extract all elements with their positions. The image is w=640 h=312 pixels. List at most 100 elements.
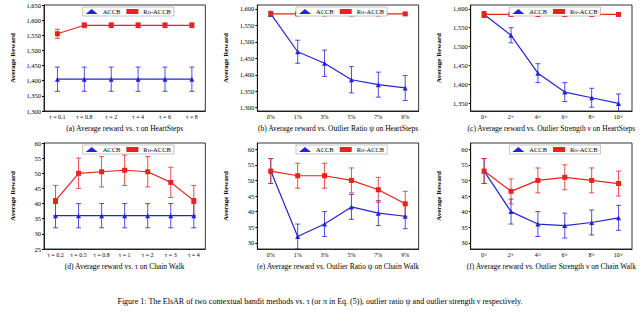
svg-text:Ro-ACCB: Ro-ACCB (570, 8, 598, 15)
svg-text:4×: 4× (535, 252, 541, 258)
svg-text:60: 60 (248, 146, 255, 153)
svg-text:6×: 6× (562, 252, 568, 258)
svg-text:2×: 2× (508, 252, 514, 258)
svg-text:τ = 0.8: τ = 0.8 (93, 252, 109, 258)
svg-text:1,450: 1,450 (26, 62, 41, 69)
svg-text:10×: 10× (614, 114, 623, 120)
svg-text:1,650: 1,650 (26, 2, 41, 9)
svg-text:1%: 1% (294, 114, 302, 120)
svg-text:1,400: 1,400 (26, 77, 41, 84)
svg-text:Average Reward: Average Reward (222, 33, 230, 83)
svg-text:1,350: 1,350 (453, 100, 468, 107)
svg-text:35: 35 (461, 224, 468, 231)
svg-text:τ = 4: τ = 4 (188, 252, 200, 258)
svg-text:8×: 8× (588, 252, 594, 258)
svg-text:50: 50 (35, 170, 42, 177)
svg-text:(e) Average reward vs. Outlier: (e) Average reward vs. Outlier Ratio ψ o… (257, 262, 419, 271)
svg-text:1,400: 1,400 (453, 81, 468, 88)
svg-text:8×: 8× (588, 114, 594, 120)
svg-text:1,450: 1,450 (240, 55, 255, 62)
svg-text:0%: 0% (267, 114, 275, 120)
svg-text:7%: 7% (374, 114, 382, 120)
svg-text:1,550: 1,550 (26, 32, 41, 39)
svg-text:Ro-ACCB: Ro-ACCB (570, 146, 598, 153)
svg-text:35: 35 (35, 215, 42, 222)
svg-text:τ = 2: τ = 2 (105, 114, 117, 120)
svg-text:ACCB: ACCB (103, 146, 121, 153)
svg-text:1,600: 1,600 (240, 5, 255, 12)
svg-text:45: 45 (248, 193, 255, 200)
svg-text:Ro-ACCB: Ro-ACCB (143, 146, 171, 153)
svg-text:2×: 2× (508, 114, 514, 120)
svg-text:ACCB: ACCB (103, 8, 121, 15)
svg-text:40: 40 (248, 208, 255, 215)
svg-text:τ = 0.2: τ = 0.2 (47, 252, 63, 258)
svg-text:55: 55 (461, 161, 468, 168)
svg-text:(c) Average reward vs. Outlier: (c) Average reward vs. Outlier Strength … (468, 124, 636, 133)
svg-text:(b) Average reward vs. Outlier: (b) Average reward vs. Outlier Ratio ψ o… (258, 124, 418, 133)
svg-text:Ro-ACCB: Ro-ACCB (357, 8, 385, 15)
svg-text:10×: 10× (614, 252, 623, 258)
svg-text:τ = 6: τ = 6 (159, 114, 171, 120)
svg-text:55: 55 (248, 161, 255, 168)
svg-text:5%: 5% (347, 114, 355, 120)
svg-text:1,350: 1,350 (26, 92, 41, 99)
svg-text:5%: 5% (347, 252, 355, 258)
svg-text:3%: 3% (321, 114, 329, 120)
svg-text:τ = 0.1: τ = 0.1 (49, 114, 65, 120)
svg-text:35: 35 (248, 224, 255, 231)
svg-text:1,500: 1,500 (240, 38, 255, 45)
svg-text:1,550: 1,550 (240, 22, 255, 29)
svg-text:τ = 3: τ = 3 (165, 252, 177, 258)
svg-text:1,500: 1,500 (453, 43, 468, 50)
svg-text:Average Reward: Average Reward (9, 171, 17, 221)
svg-text:50: 50 (461, 177, 468, 184)
svg-text:45: 45 (461, 193, 468, 200)
svg-text:Ro-ACCB: Ro-ACCB (143, 8, 171, 15)
svg-text:0×: 0× (481, 252, 487, 258)
svg-text:τ = 4: τ = 4 (132, 114, 144, 120)
svg-text:(f) Average reward vs. Outlier: (f) Average reward vs. Outlier Strength … (467, 262, 636, 271)
svg-text:30: 30 (248, 239, 255, 246)
svg-text:ACCB: ACCB (316, 8, 334, 15)
svg-text:1,550: 1,550 (453, 24, 468, 31)
svg-text:ACCB: ACCB (529, 8, 547, 15)
svg-text:60: 60 (35, 140, 42, 147)
svg-text:1,300: 1,300 (26, 108, 41, 115)
svg-text:τ = 8: τ = 8 (186, 114, 198, 120)
svg-text:25: 25 (35, 246, 42, 253)
svg-text:Figure 1: The ElsAR of two con: Figure 1: The ElsAR of two contextual ba… (117, 297, 522, 306)
svg-text:9%: 9% (401, 114, 409, 120)
svg-text:30: 30 (35, 230, 42, 237)
svg-text:τ = 2: τ = 2 (142, 252, 154, 258)
svg-text:Average Reward: Average Reward (435, 171, 443, 221)
svg-text:τ = 1: τ = 1 (119, 252, 131, 258)
svg-text:50: 50 (248, 177, 255, 184)
svg-text:4×: 4× (535, 114, 541, 120)
svg-text:0%: 0% (267, 252, 275, 258)
svg-text:1,300: 1,300 (240, 104, 255, 111)
svg-text:Average Reward: Average Reward (222, 171, 230, 221)
svg-text:ACCB: ACCB (316, 146, 334, 153)
svg-text:1,450: 1,450 (453, 62, 468, 69)
svg-text:τ = 0.5: τ = 0.5 (70, 252, 86, 258)
svg-text:45: 45 (35, 185, 42, 192)
svg-text:(d) Average reward vs. τ on Ch: (d) Average reward vs. τ on Chain Walk (65, 262, 185, 271)
svg-text:1%: 1% (294, 252, 302, 258)
svg-text:1,500: 1,500 (26, 47, 41, 54)
svg-text:ACCB: ACCB (529, 146, 547, 153)
svg-text:1,400: 1,400 (240, 71, 255, 78)
svg-text:1,600: 1,600 (26, 17, 41, 24)
svg-text:40: 40 (35, 200, 42, 207)
svg-text:60: 60 (461, 146, 468, 153)
svg-text:0×: 0× (481, 114, 487, 120)
svg-text:40: 40 (461, 208, 468, 215)
svg-text:3%: 3% (321, 252, 329, 258)
svg-text:9%: 9% (401, 252, 409, 258)
svg-text:Ro-ACCB: Ro-ACCB (357, 146, 385, 153)
svg-text:55: 55 (35, 155, 42, 162)
svg-text:Average Reward: Average Reward (9, 33, 17, 83)
svg-text:6×: 6× (562, 114, 568, 120)
svg-text:30: 30 (461, 239, 468, 246)
svg-text:Average Reward: Average Reward (435, 33, 443, 83)
